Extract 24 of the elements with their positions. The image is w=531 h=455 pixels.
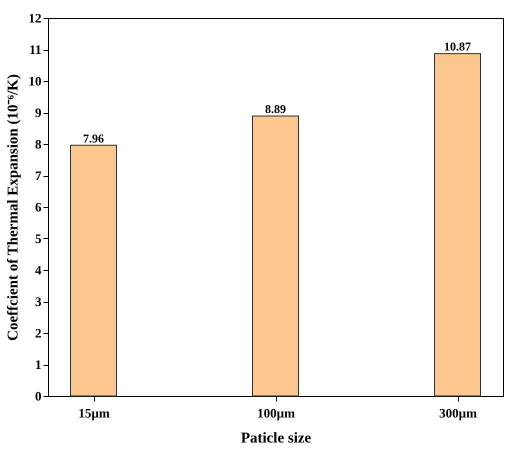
bar <box>252 115 299 396</box>
y-tick-label: 12 <box>28 10 42 26</box>
y-tick-label: 0 <box>35 388 42 404</box>
y-tick-label: 7 <box>35 168 42 183</box>
data-label: 8.89 <box>265 102 286 116</box>
y-tick-label: 9 <box>35 105 42 120</box>
x-axis-title: Paticle size <box>240 430 312 446</box>
x-tick-label: 300µm <box>439 406 478 420</box>
y-tick-label: 5 <box>35 231 42 246</box>
y-tick-label: 11 <box>29 42 42 57</box>
y-tick-label: 4 <box>35 262 42 278</box>
x-tick-label: 100µm <box>257 406 296 420</box>
y-tick-label: 3 <box>35 294 42 309</box>
y-tick-label: 2 <box>35 326 42 340</box>
bar <box>70 144 117 396</box>
y-tick-label: 8 <box>35 136 42 152</box>
y-tick-label: 10 <box>28 74 42 88</box>
data-label: 7.96 <box>83 131 104 146</box>
data-label: 10.87 <box>444 40 471 54</box>
x-tick-label: 15µm <box>78 406 110 420</box>
bar <box>434 53 481 396</box>
y-tick-label: 6 <box>35 200 42 214</box>
y-tick-label: 1 <box>35 357 42 372</box>
y-axis-title: Coeffcient of Thermal Expansion (10⁻⁶/K) <box>6 74 22 341</box>
